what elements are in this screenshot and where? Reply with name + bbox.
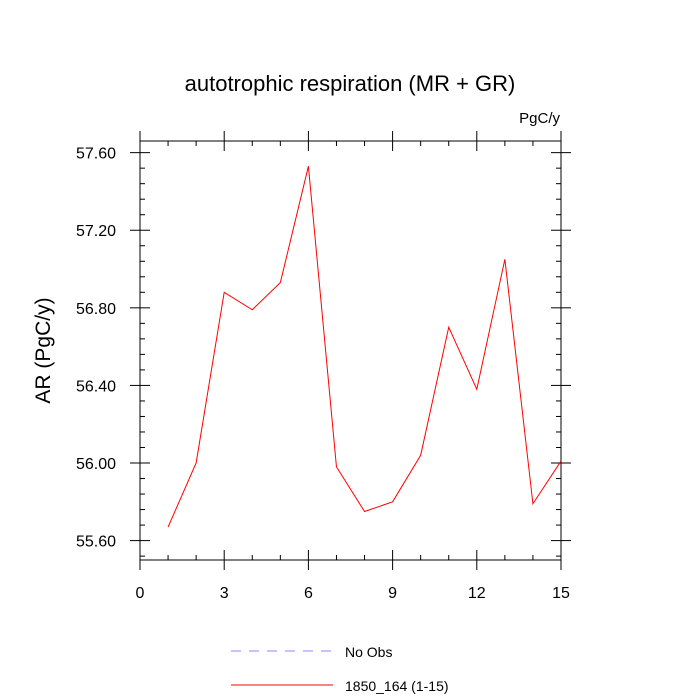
x-tick-label: 0 xyxy=(136,585,145,602)
units-label: PgC/y xyxy=(519,110,560,127)
chart-title: autotrophic respiration (MR + GR) xyxy=(185,71,516,96)
y-tick-label: 56.00 xyxy=(76,456,116,473)
axis-ticks xyxy=(130,131,571,570)
y-axis-label: AR (PgC/y) xyxy=(32,297,55,403)
x-tick-label: 9 xyxy=(388,585,397,602)
legend-label: No Obs xyxy=(345,644,392,660)
legend-label: 1850_164 (1-15) xyxy=(345,678,449,694)
x-tick-label: 15 xyxy=(552,585,570,602)
series-lines xyxy=(167,166,562,528)
y-tick-label: 56.40 xyxy=(76,378,116,395)
y-tick-label: 55.60 xyxy=(76,534,116,551)
x-tick-label: 12 xyxy=(468,585,486,602)
y-tick-label: 57.20 xyxy=(76,223,116,240)
series-line xyxy=(167,166,562,528)
y-tick-label: 57.60 xyxy=(76,146,116,163)
x-tick-label: 6 xyxy=(304,585,313,602)
y-tick-label: 56.80 xyxy=(76,301,116,318)
plot-frame xyxy=(139,140,562,561)
axis-tick-labels: 0 3 6 9 12 15 55.60 56.00 56.40 56.80 57.20 57.60 xyxy=(76,146,570,602)
legend: No Obs 1850_164 (1-15) xyxy=(231,644,449,694)
x-tick-label: 3 xyxy=(220,585,229,602)
